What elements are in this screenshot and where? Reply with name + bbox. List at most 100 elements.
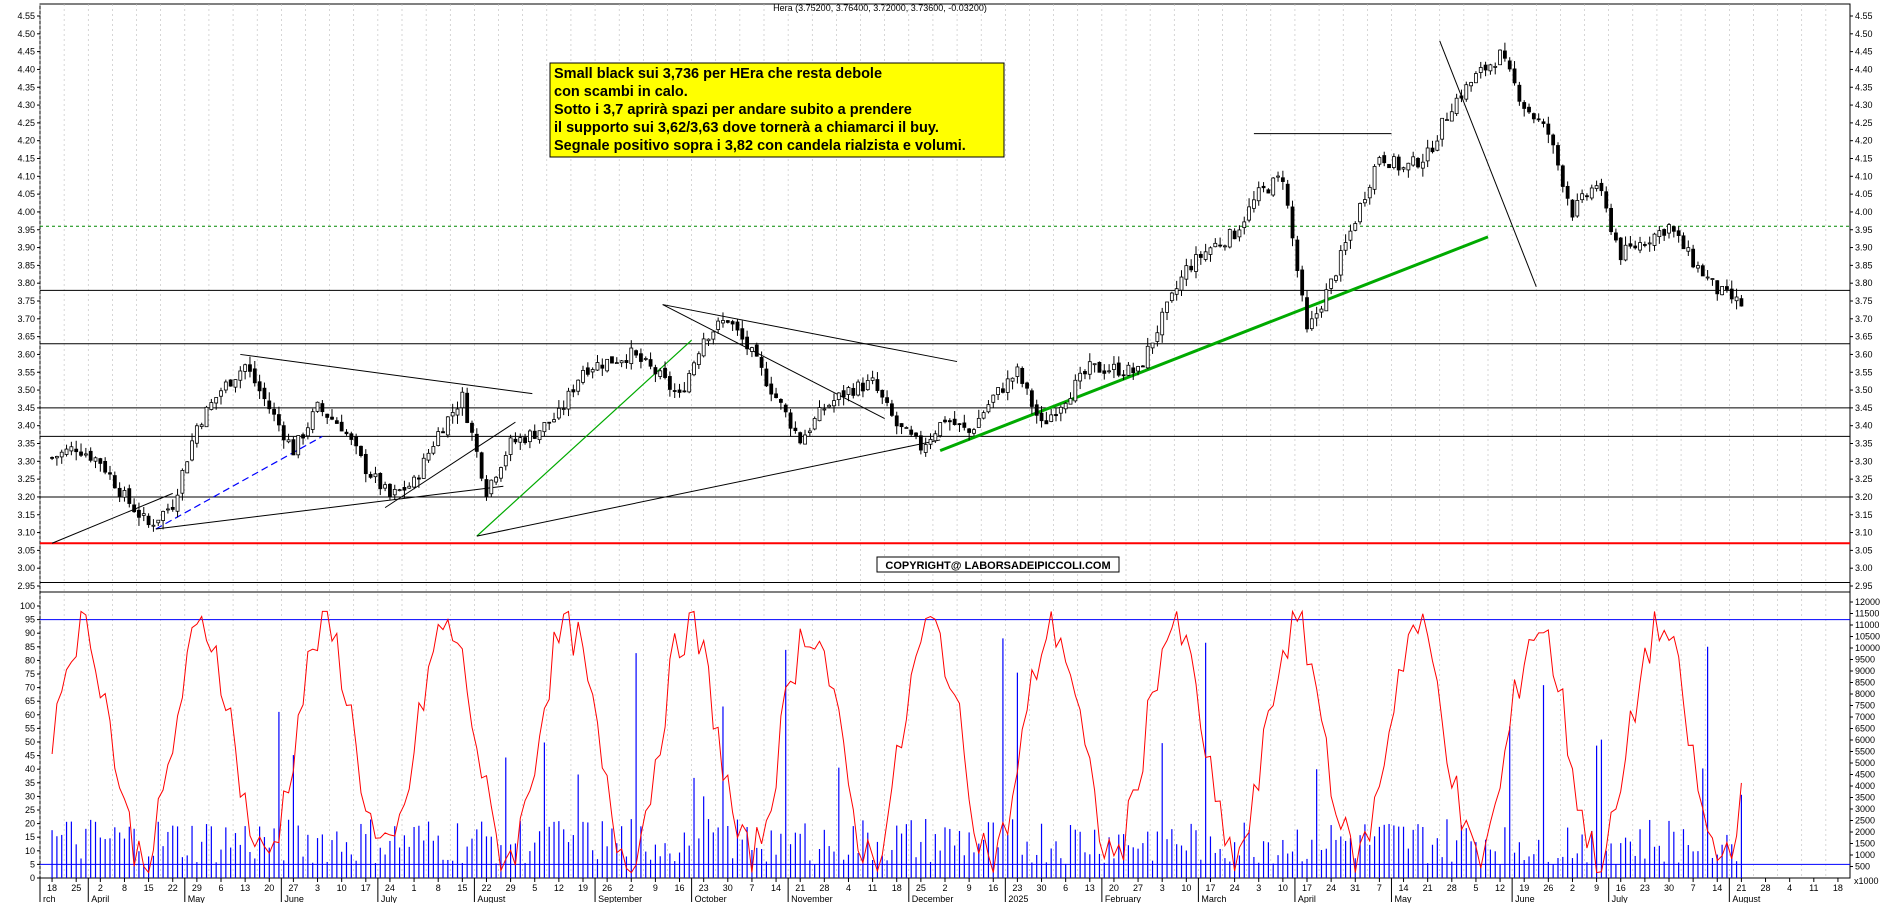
price-tick-label-left: 3.35 — [17, 439, 35, 449]
candle-up — [455, 408, 460, 416]
candle-up — [643, 358, 648, 360]
candle-up — [721, 320, 725, 324]
candle-up — [445, 416, 450, 436]
candle-down — [634, 350, 638, 356]
candle-up — [1638, 242, 1642, 251]
candle-up — [421, 457, 426, 479]
candle-up — [286, 439, 291, 443]
candle-up — [1160, 311, 1165, 336]
volume-tick-label: 9500 — [1855, 655, 1875, 665]
date-tick-label: 25 — [71, 883, 81, 893]
candle-down — [962, 422, 967, 428]
oscillator-tick-label: 40 — [25, 764, 35, 774]
date-tick-label: 7 — [1691, 883, 1696, 893]
candle-down — [117, 487, 122, 497]
date-tick-label: 14 — [771, 883, 781, 893]
volume-tick-label: 1000 — [1855, 850, 1875, 860]
date-tick-label: 22 — [481, 883, 491, 893]
candle-up — [494, 476, 499, 483]
candle-down — [943, 419, 947, 423]
candle-down — [1290, 206, 1295, 239]
annotation-line-2: con scambi in calo. — [554, 84, 688, 100]
falling-trendline — [662, 304, 958, 363]
oscillator-tick-label: 75 — [25, 669, 35, 679]
volume-tick-label: 5500 — [1855, 747, 1875, 757]
candle-up — [1087, 361, 1092, 375]
volume-tick-label: 5000 — [1855, 758, 1875, 768]
candle-down — [1029, 390, 1034, 407]
candle-up — [1179, 276, 1184, 291]
candle-up — [1464, 84, 1469, 100]
candle-up — [590, 369, 595, 373]
date-tick-label: 5 — [1473, 883, 1478, 893]
price-tick-label-right: 3.45 — [1855, 403, 1873, 413]
price-tick-label-left: 4.25 — [17, 118, 35, 128]
candle-down — [441, 431, 445, 434]
candle-down — [262, 387, 267, 400]
candle-down — [1261, 185, 1266, 189]
candle-up — [199, 424, 204, 427]
candle-down — [1522, 102, 1527, 109]
candle-up — [836, 392, 841, 400]
candle-down — [624, 360, 629, 363]
candle-down — [909, 429, 914, 435]
candle-down — [778, 399, 783, 403]
candle-down — [74, 448, 79, 453]
candle-down — [754, 344, 759, 357]
date-tick-label: 17 — [361, 883, 371, 893]
candle-down — [320, 403, 325, 413]
date-tick-label: 30 — [1664, 883, 1674, 893]
candle-up — [1005, 378, 1010, 393]
candle-down — [291, 439, 296, 456]
candle-up — [996, 387, 1000, 396]
candle-down — [252, 368, 257, 384]
falling-trendline — [240, 353, 533, 395]
candle-up — [991, 394, 996, 403]
volume-tick-label: 3000 — [1855, 804, 1875, 814]
candle-down — [1681, 235, 1686, 250]
candle-up — [701, 338, 706, 357]
date-tick-label: 27 — [1133, 883, 1143, 893]
price-tick-label-left: 4.45 — [17, 47, 35, 57]
volume-tick-label: 3500 — [1855, 793, 1875, 803]
candle-up — [528, 430, 532, 443]
candle-down — [1502, 50, 1507, 59]
month-label: May — [188, 894, 206, 903]
candle-up — [807, 430, 812, 434]
date-tick-label: 29 — [192, 883, 202, 893]
candle-up — [933, 433, 938, 442]
candle-down — [88, 450, 93, 461]
oscillator-tick-label: 55 — [25, 723, 35, 733]
oscillator-tick-label: 0 — [30, 873, 35, 883]
price-tick-label-right: 3.95 — [1855, 225, 1873, 235]
candle-up — [750, 347, 754, 352]
candle-up — [1309, 318, 1314, 330]
price-tick-label-right: 4.25 — [1855, 118, 1873, 128]
volume-tick-label: 11000 — [1855, 620, 1879, 630]
candle-up — [1252, 199, 1256, 209]
candle-up — [1319, 308, 1324, 313]
price-tick-label-left: 3.45 — [17, 403, 35, 413]
candle-up — [219, 390, 223, 397]
candle-up — [54, 456, 59, 459]
price-tick-label-left: 3.55 — [17, 367, 35, 377]
date-tick-label: 19 — [578, 883, 588, 893]
candle-down — [1189, 265, 1194, 271]
candle-up — [1425, 147, 1430, 162]
candle-up — [865, 380, 870, 391]
candle-down — [465, 392, 470, 423]
candle-down — [470, 422, 474, 433]
price-tick-label-left: 3.05 — [17, 545, 35, 555]
date-tick-label: 10 — [1278, 883, 1288, 893]
date-tick-label: 24 — [1230, 883, 1240, 893]
candle-down — [764, 368, 769, 387]
candle-down — [880, 389, 885, 398]
candle-up — [923, 444, 928, 453]
candle-up — [1213, 242, 1218, 248]
candle-down — [793, 427, 798, 432]
candle-down — [1300, 269, 1305, 296]
candle-up — [1092, 363, 1097, 366]
oscillator-tick-label: 45 — [25, 751, 35, 761]
volume-unit-label: x1000 — [1854, 876, 1879, 886]
date-tick-label: 19 — [1519, 883, 1529, 893]
